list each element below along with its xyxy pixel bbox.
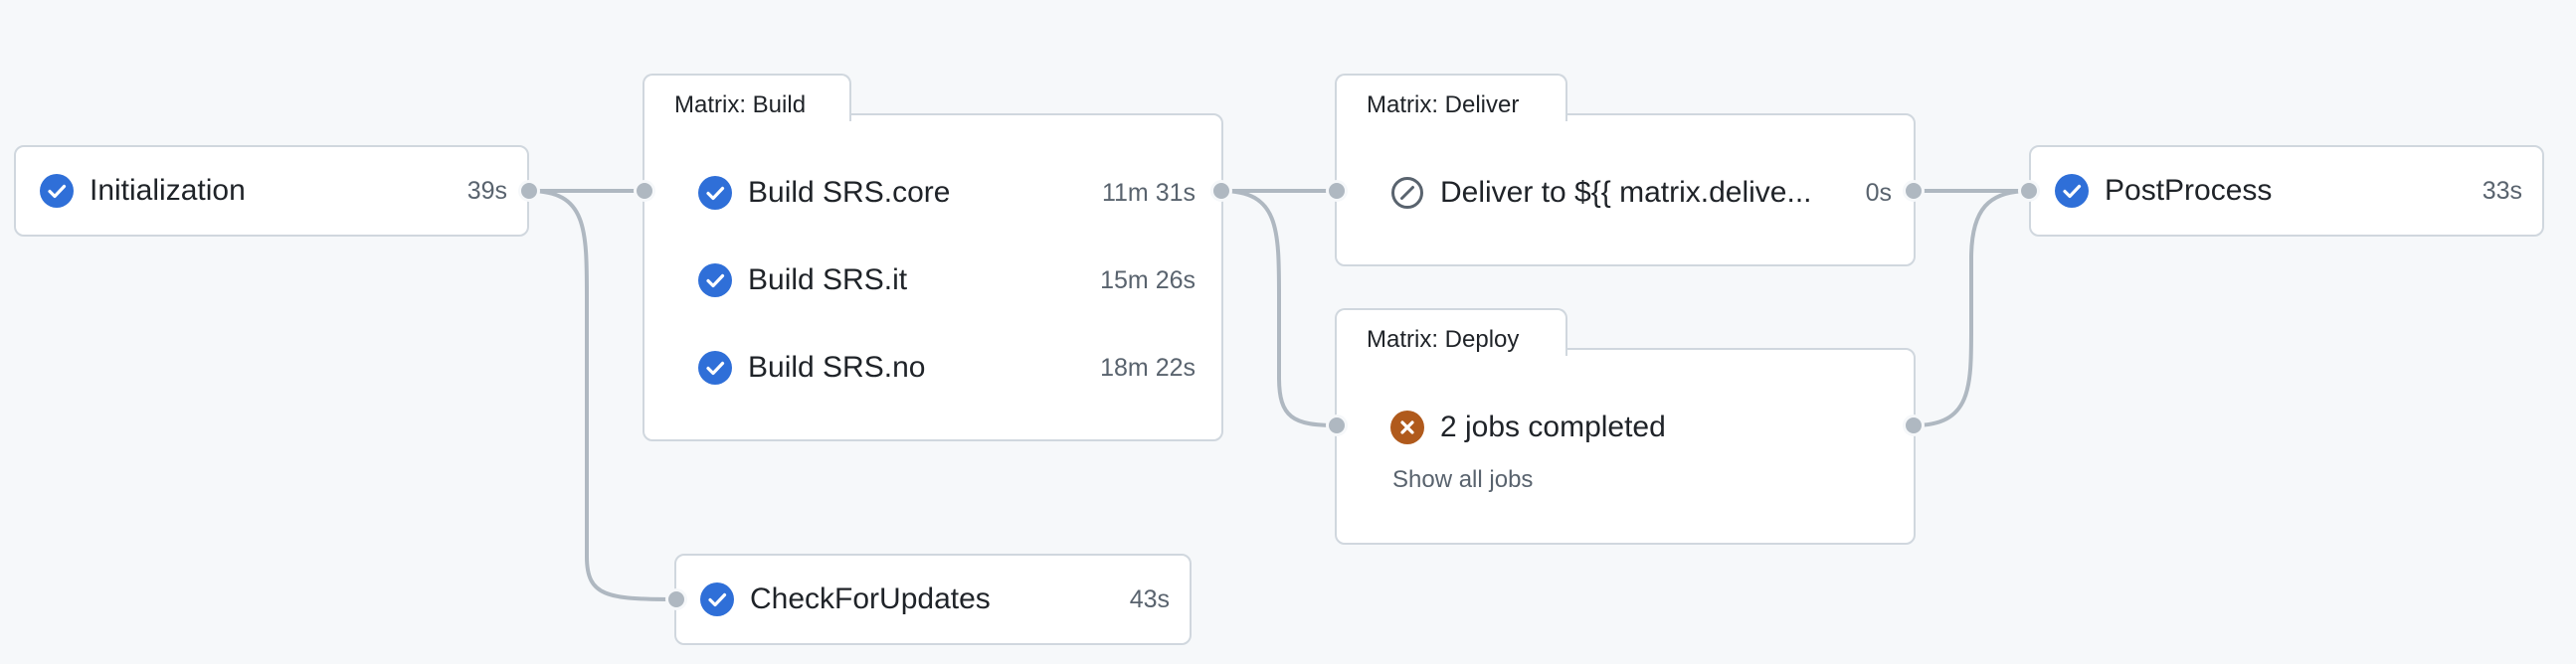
job-duration: 39s [466, 176, 507, 205]
summary-text: 2 jobs completed [1440, 411, 1666, 443]
check-circle-icon [698, 176, 732, 210]
deploy-summary[interactable]: 2 jobs completed [1390, 403, 1892, 452]
group-tab-deliver: Matrix: Deliver [1335, 74, 1567, 125]
check-circle-icon [698, 263, 732, 297]
edge-deploy-postprocess [1913, 189, 2030, 427]
group-tab-deploy: Matrix: Deploy [1335, 308, 1567, 360]
job-duration: 0s [1865, 178, 1892, 207]
job-duration: 18m 22s [1100, 353, 1196, 382]
matrix-group-deliver: Deliver to ${{ matrix.delive... 0s [1335, 113, 1916, 266]
show-all-jobs-link[interactable]: Show all jobs [1392, 466, 1534, 493]
job-name: CheckForUpdates [750, 582, 991, 615]
matrix-group-build: Build SRS.core 11m 31s Build SRS.it 15m … [643, 113, 1223, 441]
input-port [665, 588, 687, 610]
matrix-group-deploy: 2 jobs completed Show all jobs [1335, 348, 1916, 545]
check-circle-icon [700, 582, 734, 616]
check-circle-icon [40, 174, 74, 208]
job-build-srs-core[interactable]: Build SRS.core 11m 31s [698, 168, 1196, 218]
edge-build-deploy [1220, 189, 1338, 427]
input-port [2018, 180, 2040, 202]
x-circle-icon [1390, 411, 1424, 444]
job-name: Build SRS.core [748, 176, 951, 209]
job-card-postprocess[interactable]: PostProcess 33s [2029, 145, 2544, 237]
input-port [1326, 415, 1348, 436]
group-title: Matrix: Deliver [1367, 91, 1520, 118]
skip-icon [1391, 177, 1423, 209]
group-tab-build: Matrix: Build [643, 74, 851, 125]
job-name: Deliver to ${{ matrix.delive... [1440, 176, 1812, 209]
job-build-srs-no[interactable]: Build SRS.no 18m 22s [698, 343, 1196, 393]
job-postprocess[interactable]: PostProcess 33s [2055, 166, 2522, 216]
group-title: Matrix: Build [674, 91, 807, 118]
input-port [1326, 180, 1348, 202]
job-card-initialization[interactable]: Initialization 39s [14, 145, 529, 237]
job-card-checkforupdates[interactable]: CheckForUpdates 43s [674, 554, 1192, 645]
output-port [1903, 180, 1925, 202]
job-name: Build SRS.no [748, 351, 926, 384]
job-duration: 33s [2482, 176, 2522, 205]
input-port [634, 180, 655, 202]
job-build-srs-it[interactable]: Build SRS.it 15m 26s [698, 255, 1196, 305]
job-initialization[interactable]: Initialization 39s [40, 166, 507, 216]
job-checkforupdates[interactable]: CheckForUpdates 43s [700, 575, 1170, 624]
check-circle-icon [698, 351, 732, 385]
output-port [1210, 180, 1232, 202]
check-circle-icon [2055, 174, 2089, 208]
job-deliver[interactable]: Deliver to ${{ matrix.delive... 0s [1390, 168, 1892, 218]
job-name: Initialization [90, 174, 246, 207]
job-duration: 43s [1129, 584, 1170, 613]
group-title: Matrix: Deploy [1367, 326, 1520, 353]
job-name: Build SRS.it [748, 263, 908, 296]
job-duration: 11m 31s [1101, 178, 1196, 207]
job-duration: 15m 26s [1100, 265, 1196, 294]
job-name: PostProcess [2105, 174, 2273, 207]
edge-initialization-checkforupdates [528, 189, 677, 601]
output-port [1903, 415, 1925, 436]
output-port [518, 180, 540, 202]
